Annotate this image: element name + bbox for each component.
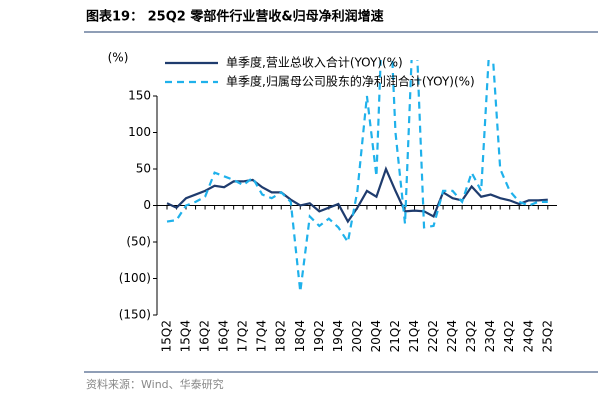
- x-tick-label: 25Q2: [540, 320, 554, 352]
- y-tick-label: (150): [119, 308, 151, 322]
- x-tick-label: 17Q4: [255, 320, 269, 352]
- plot-area: [166, 60, 548, 292]
- x-tick-label: 17Q2: [236, 320, 250, 352]
- x-tick-label: 23Q2: [464, 320, 478, 352]
- x-tick-label: 22Q4: [445, 320, 459, 352]
- x-tick-label: 18Q2: [274, 320, 288, 352]
- x-tick-label: 20Q2: [350, 320, 364, 352]
- legend-label: 单季度,营业总收入合计(YOY)(%): [226, 55, 403, 70]
- y-tick-label: 50: [136, 162, 151, 176]
- x-tick-label: 18Q4: [293, 320, 307, 352]
- y-axis-label: (%): [108, 51, 129, 65]
- x-tick-label: 21Q2: [388, 320, 402, 352]
- x-tick-label: 16Q4: [217, 320, 231, 352]
- x-tick-label: 19Q4: [331, 320, 345, 352]
- y-tick-label: (50): [126, 235, 151, 249]
- source: 资料来源：Wind、华泰研究: [86, 377, 224, 391]
- x-tick-label: 24Q4: [521, 320, 535, 352]
- x-tick-label: 22Q2: [426, 320, 440, 352]
- y-tick-label: 100: [128, 125, 151, 139]
- x-tick-label: 23Q4: [483, 320, 497, 352]
- legend-label: 单季度,归属母公司股东的净利润合计(YOY)(%): [226, 74, 475, 89]
- x-tick-label: 15Q4: [179, 320, 193, 352]
- x-tick-label: 20Q4: [369, 320, 383, 352]
- x-tick-label: 21Q4: [407, 320, 421, 352]
- series-line: [166, 165, 548, 224]
- series-line: [166, 60, 548, 292]
- y-tick-label: (100): [119, 271, 151, 285]
- x-tick-label: 19Q2: [312, 320, 326, 352]
- y-tick-label: 150: [128, 89, 151, 103]
- x-tick-label: 15Q2: [160, 320, 174, 352]
- x-tick-label: 24Q2: [502, 320, 516, 352]
- chart-title: 图表19： 25Q2 零部件行业营收&归母净利润增速: [86, 9, 384, 25]
- x-tick-label: 16Q2: [198, 320, 212, 352]
- y-tick-label: 0: [143, 198, 151, 212]
